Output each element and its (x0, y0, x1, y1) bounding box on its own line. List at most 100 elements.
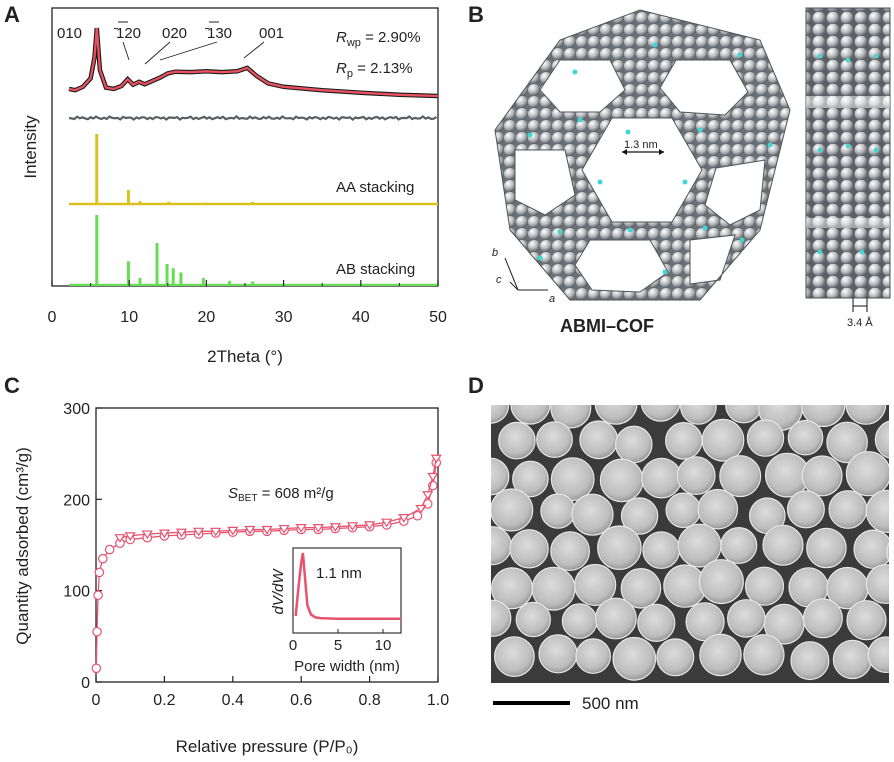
particle (802, 598, 843, 639)
particle (510, 405, 551, 425)
difference-curve (68, 114, 438, 122)
panel-a-frame (51, 7, 439, 287)
particle (641, 457, 682, 499)
a-x-tick-label: 0 (48, 309, 57, 326)
desorption-point (430, 454, 442, 464)
particle (762, 524, 804, 566)
particle (790, 641, 830, 681)
panel-d: D 500 nm (468, 373, 889, 713)
c-x-tick-label: 0 (92, 692, 101, 709)
particle (697, 488, 739, 530)
aa-pattern (68, 134, 438, 206)
desorption-point (158, 529, 170, 539)
particle (701, 418, 745, 462)
desorption-point (381, 518, 393, 528)
particle (680, 405, 717, 425)
adsorption-point (98, 553, 108, 564)
adsorption-point (91, 663, 102, 674)
a-x-tick-label: 50 (429, 309, 447, 326)
panel-c-frame (95, 407, 439, 683)
desorption-point (422, 491, 434, 500)
particle (725, 405, 763, 424)
particle (614, 425, 653, 464)
c-y-axis-label: Quantity adsorbed (cm³/g) (13, 447, 32, 644)
particle (867, 636, 889, 673)
particle (571, 493, 614, 536)
particle (550, 405, 592, 429)
desorption-point (364, 521, 376, 531)
desorption-point (114, 534, 126, 543)
c-y-tick-label: 0 (81, 675, 90, 692)
isotherm (91, 454, 442, 674)
peak-label-130: ̄130 (204, 25, 232, 42)
rwp-label: Rwp = 2.90% (336, 29, 421, 49)
particle (595, 597, 637, 640)
particle (575, 638, 612, 674)
desorption-line (119, 458, 437, 539)
particle (665, 492, 702, 529)
particle (801, 455, 843, 497)
particle (540, 493, 576, 529)
desorption-point (329, 523, 341, 532)
particle (845, 451, 889, 497)
desorption-point (415, 504, 427, 514)
c-y-tick-label: 300 (63, 401, 90, 418)
particle (620, 567, 662, 609)
panel-a: A 0 10 20 30 40 50 010 ̄120 020 ̄130 001 Rwp … (4, 2, 447, 366)
nitrogen-atoms (527, 42, 773, 275)
particle (832, 639, 873, 680)
inset-y-label: dV/dW (270, 568, 287, 615)
particle (597, 525, 642, 571)
particle (612, 636, 657, 681)
c-x-tick-label: 1.0 (427, 692, 449, 709)
crystal-axes: b c a (492, 247, 555, 305)
axis-b-label: b (492, 247, 498, 259)
desorption-point (261, 525, 273, 535)
framework-top-view: 1.3 nm (494, 9, 791, 301)
inset-x-tick-label: 10 (375, 637, 392, 654)
particle (491, 457, 510, 496)
a-x-tick-label: 10 (120, 309, 138, 326)
particle (494, 636, 535, 677)
particle (536, 421, 573, 459)
particle (594, 405, 638, 425)
particle (574, 563, 617, 607)
c-x-tick-label: 0.8 (358, 692, 380, 709)
desorption-point (193, 527, 205, 537)
layer-spacing-label: 3.4 Å (847, 316, 873, 329)
particle (743, 634, 785, 676)
c-x-tick-label: 0.6 (290, 692, 312, 709)
peak-label-001: 001 (259, 25, 284, 42)
particle (726, 599, 766, 638)
desorption-point (398, 514, 410, 523)
particle (865, 564, 889, 604)
scale-bar-label: 500 nm (582, 694, 639, 713)
desorption-point (141, 530, 153, 540)
adsorption-point (412, 510, 423, 521)
a-y-axis-label: Intensity (21, 115, 40, 179)
framework-side-view: 3.4 Å (805, 7, 891, 329)
peak-label-010: 010 (57, 25, 82, 42)
particle (491, 405, 510, 424)
panel-d-letter: D (468, 373, 484, 398)
desorption-point (175, 528, 188, 538)
particle (550, 457, 595, 502)
a-x-tick-label: 20 (198, 309, 216, 326)
desorption-point (124, 532, 136, 541)
particle (561, 603, 598, 639)
c-y-tick-label: 200 (63, 492, 90, 509)
particle (656, 638, 695, 677)
ab-stacking-label: AB stacking (336, 261, 415, 278)
particle (719, 455, 762, 498)
sbet-label: SBET = 608 m²/g (228, 485, 334, 504)
particle (865, 489, 889, 533)
pore-distribution-curve (294, 552, 401, 621)
particle (828, 490, 868, 529)
particle (845, 405, 887, 425)
peak-label-120: ̄120 (113, 25, 141, 42)
peak-label-020: 020 (162, 25, 187, 42)
panel-b: B 1.3 nm b c a (468, 2, 891, 336)
